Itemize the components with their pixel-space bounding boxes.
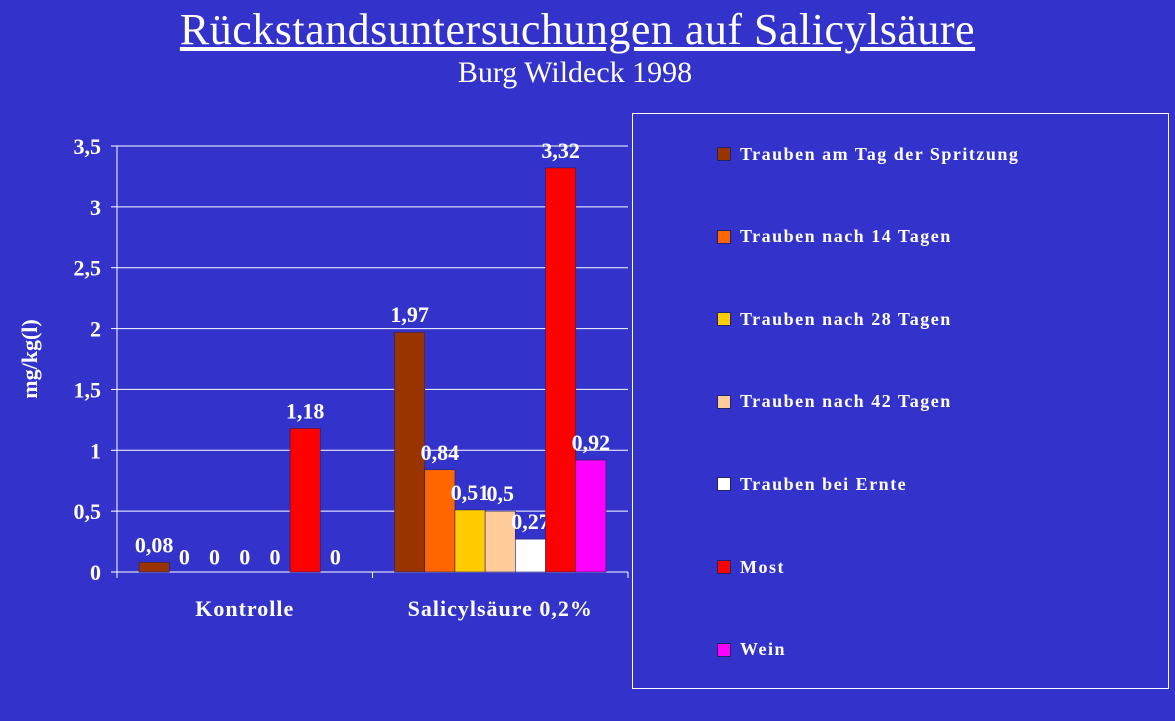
bar [575,459,607,573]
x-category-label: Salicylsäure 0,2% [408,596,593,621]
legend-swatch [717,147,731,161]
y-tick-label: 3,5 [74,134,102,159]
x-category-label: Kontrolle [195,596,294,621]
legend-swatch [717,642,731,657]
data-label: 0 [330,544,341,569]
data-label: 0 [209,544,220,569]
y-tick-label: 2,5 [74,256,102,281]
bar [515,538,546,573]
legend-swatch [717,477,731,492]
bar [545,167,577,573]
chart-subtitle: Burg Wildeck 1998 [457,56,693,89]
data-label: 1,97 [390,302,429,327]
bar [289,428,321,573]
bar [454,509,486,573]
bar [394,331,426,573]
legend-swatch [717,560,731,574]
legend: Trauben am Tag der Spritzung Trauben nach… [632,113,1169,689]
data-label: 0 [179,544,190,569]
legend-label: Trauben am Tag der Spritzung [740,143,1020,164]
legend-swatch [717,394,731,409]
data-label: 1,18 [286,398,325,423]
data-label: 0 [269,544,280,569]
data-label: 3,32 [541,138,580,163]
y-tick-label: 2 [90,317,101,342]
legend-item: Trauben nach 28 Tagen [717,309,952,329]
legend-item: Trauben nach 42 Tagen [717,391,952,412]
y-tick-label: 0,5 [74,499,102,524]
legend-item: Most [717,557,785,577]
y-tick-label: 1,5 [74,377,102,402]
data-label: 0,92 [572,430,611,455]
legend-item: Trauben nach 14 Tagen [717,226,952,247]
bar [138,561,170,573]
bar [484,510,516,573]
legend-label: Trauben nach 42 Tagen [740,391,952,412]
legend-label: Trauben nach 14 Tagen [740,226,952,247]
y-tick-label: 1 [90,438,101,463]
y-axis-label: mg/kg(l) [17,319,42,398]
data-label: 0,08 [135,532,174,557]
chart-title: Rückstandsuntersuchungen auf Salicylsäur… [179,5,976,54]
legend-swatch [717,312,731,327]
legend-item: Trauben bei Ernte [717,474,907,494]
legend-item: Wein [717,639,787,660]
data-label: 0,51 [451,480,490,505]
legend-swatch [717,229,731,244]
data-label: 0 [239,544,250,569]
legend-item: Trauben am Tag der Spritzung [717,144,1019,164]
data-label: 0,84 [421,440,460,465]
bar-chart: 00,511,522,533,5mg/kg(l)Kontrolle Salicyl… [17,134,629,621]
legend-label: Trauben bei Ernte [740,473,908,494]
data-label: 0,27 [511,509,550,534]
bar [424,469,456,573]
y-tick-label: 3 [90,195,101,220]
y-tick-label: 0 [90,560,101,585]
legend-label: Wein [740,639,787,660]
data-label: 0,5 [487,481,515,506]
legend-label: Most [740,556,785,577]
legend-label: Trauben nach 28 Tagen [740,308,952,329]
